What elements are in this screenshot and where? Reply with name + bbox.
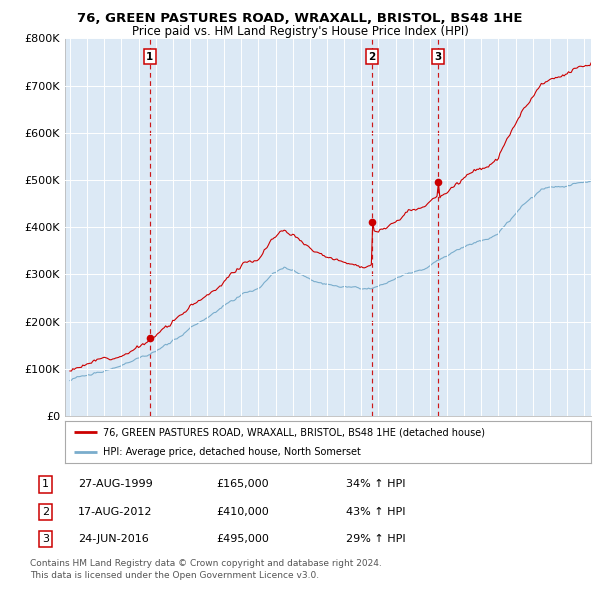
Text: 27-AUG-1999: 27-AUG-1999 [78, 480, 152, 490]
Text: £495,000: £495,000 [216, 534, 269, 544]
Text: 76, GREEN PASTURES ROAD, WRAXALL, BRISTOL, BS48 1HE: 76, GREEN PASTURES ROAD, WRAXALL, BRISTO… [77, 12, 523, 25]
Text: 3: 3 [42, 534, 49, 544]
Text: This data is licensed under the Open Government Licence v3.0.: This data is licensed under the Open Gov… [30, 571, 319, 580]
Text: 1: 1 [42, 480, 49, 490]
Text: 1: 1 [146, 51, 153, 61]
Text: 43% ↑ HPI: 43% ↑ HPI [346, 507, 406, 517]
Text: 3: 3 [434, 51, 442, 61]
Text: 76, GREEN PASTURES ROAD, WRAXALL, BRISTOL, BS48 1HE (detached house): 76, GREEN PASTURES ROAD, WRAXALL, BRISTO… [103, 427, 485, 437]
Text: 34% ↑ HPI: 34% ↑ HPI [346, 480, 406, 490]
Text: 2: 2 [368, 51, 376, 61]
Text: £410,000: £410,000 [216, 507, 269, 517]
Text: £165,000: £165,000 [216, 480, 269, 490]
Text: Contains HM Land Registry data © Crown copyright and database right 2024.: Contains HM Land Registry data © Crown c… [30, 559, 382, 568]
Text: 24-JUN-2016: 24-JUN-2016 [78, 534, 149, 544]
Text: 2: 2 [42, 507, 49, 517]
Text: Price paid vs. HM Land Registry's House Price Index (HPI): Price paid vs. HM Land Registry's House … [131, 25, 469, 38]
Text: HPI: Average price, detached house, North Somerset: HPI: Average price, detached house, Nort… [103, 447, 361, 457]
Text: 17-AUG-2012: 17-AUG-2012 [78, 507, 152, 517]
Text: 29% ↑ HPI: 29% ↑ HPI [346, 534, 406, 544]
